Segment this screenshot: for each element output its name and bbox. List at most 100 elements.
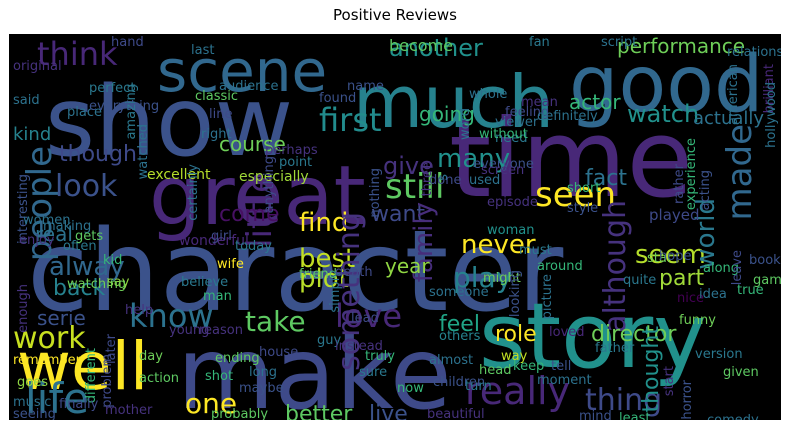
cloud-word: great [149, 149, 366, 244]
cloud-word: comedy [707, 414, 759, 420]
cloud-word: certainly [186, 164, 201, 221]
cloud-word: friend [299, 267, 338, 282]
cloud-word: beautiful [427, 407, 485, 420]
cloud-word: along [703, 261, 740, 276]
cloud-word: last [191, 43, 215, 58]
cloud-word: quite [623, 273, 657, 288]
cloud-word: episode [487, 195, 538, 210]
cloud-word: everyone [473, 157, 534, 172]
cloud-word: given [723, 365, 759, 380]
cloud-word: scene [157, 37, 328, 105]
cloud-word: girl [211, 229, 232, 244]
cloud-word: ending [215, 351, 260, 366]
cloud-word: best [299, 244, 356, 274]
cloud-word: live [369, 402, 408, 421]
cloud-word: serie [37, 306, 86, 330]
cloud-word: enough [16, 284, 31, 333]
cloud-word: perhaps [265, 143, 318, 158]
cloud-word: anything [262, 156, 277, 214]
cloud-word: used [469, 173, 501, 188]
cloud-word: instead [335, 339, 383, 354]
cloud-word: almost [429, 353, 474, 368]
cloud-word: nothing [368, 168, 383, 218]
cloud-word: script [601, 35, 638, 50]
cloud-word: loved [549, 325, 585, 340]
cloud-word: find [299, 208, 349, 238]
cloud-word: women [23, 213, 71, 228]
cloud-word: children [433, 375, 486, 390]
cloud-word: work [13, 321, 86, 356]
cloud-word: feel [439, 312, 480, 337]
cloud-word: maybe [239, 381, 284, 396]
cloud-word: thought [639, 326, 664, 413]
cloud-word: making [43, 219, 92, 234]
cloud-word: part [659, 266, 705, 291]
cloud-word: never [461, 230, 536, 260]
cloud-word: later [104, 334, 119, 365]
word-cloud: character story make show time good much great w… [9, 34, 781, 420]
cloud-word: life [25, 374, 89, 420]
cloud-word: thing [585, 383, 663, 418]
page-title: Positive Reviews [333, 6, 457, 24]
cloud-word: moment [537, 373, 592, 388]
cloud-word: now [397, 381, 424, 396]
cloud-word: mother [105, 403, 153, 418]
cloud-word: year [385, 254, 430, 278]
cloud-word: star [647, 251, 673, 266]
cloud-word: shot [205, 369, 234, 384]
cloud-word: excellent [147, 167, 211, 183]
cloud-word: screen [481, 163, 525, 178]
cloud-word: others [439, 329, 481, 344]
cloud-word: definitely [537, 109, 598, 124]
cloud-word: back [53, 276, 106, 301]
cloud-word: good [569, 40, 764, 130]
cloud-word: though [59, 142, 137, 167]
cloud-word: played [649, 206, 700, 224]
cloud-word: idea [699, 287, 727, 302]
cloud-word: man [203, 289, 232, 304]
cloud-word: really [465, 369, 571, 413]
cloud-word: well [17, 328, 149, 405]
cloud-word: want [371, 202, 426, 227]
cloud-word: classic [195, 89, 239, 104]
cloud-word: fact [585, 166, 627, 191]
cloud-word: viewer [495, 115, 539, 130]
cloud-word: guy [317, 333, 342, 348]
cloud-word: without [479, 127, 528, 142]
cloud-word: much [353, 60, 554, 144]
cloud-word: horror [680, 380, 695, 420]
cloud-word: looking [508, 270, 523, 318]
cloud-word: plot [299, 264, 349, 294]
cloud-word: say [107, 275, 130, 290]
cloud-word: watching [67, 277, 127, 292]
cloud-word: leave [730, 250, 745, 286]
cloud-word: death [335, 265, 373, 280]
cloud-word: everything [89, 99, 160, 114]
cloud-word: house [259, 345, 299, 360]
cloud-word: first [319, 101, 382, 139]
cloud-word: audience [219, 79, 279, 94]
cloud-word: watched [136, 124, 151, 180]
cloud-word: keep [513, 359, 545, 374]
cloud-word: believe [181, 275, 229, 290]
cloud-word: alway [49, 252, 125, 282]
cloud-word: wife [217, 257, 244, 272]
cloud-word: perfect [89, 81, 136, 96]
cloud-word: course [219, 132, 286, 156]
cloud-word: one [185, 387, 238, 420]
cloud-word: american [726, 64, 741, 125]
cloud-word: place [67, 105, 102, 120]
cloud-word: remember [13, 353, 81, 368]
cloud-word: line [209, 107, 233, 122]
cloud-word: said [13, 93, 40, 108]
cloud-word: young [169, 323, 210, 338]
cloud-word: tell [551, 359, 572, 374]
cloud-word: experience [684, 138, 699, 211]
cloud-word: finally [59, 397, 99, 412]
cloud-word: found [319, 91, 357, 106]
cloud-word: role [495, 322, 537, 347]
cloud-word: relationship [727, 45, 781, 60]
cloud-word: seen [535, 175, 617, 215]
cloud-word: gets [75, 229, 104, 244]
cloud-word: s [436, 174, 451, 181]
